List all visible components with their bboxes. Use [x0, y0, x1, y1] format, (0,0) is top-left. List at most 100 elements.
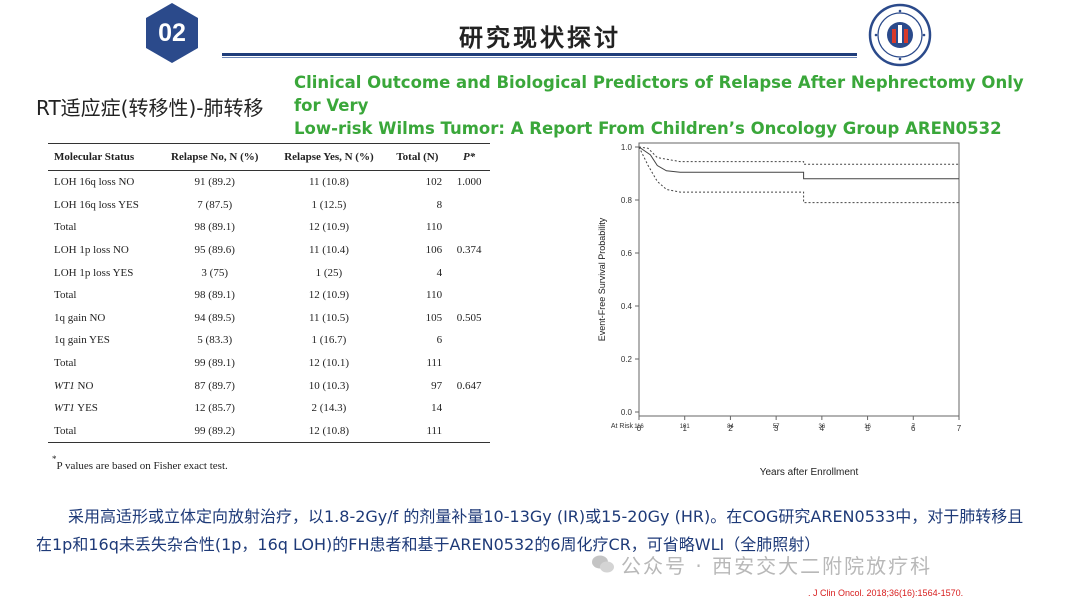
- table-cell: 97: [431, 379, 443, 392]
- table-cell: 98 (89.1): [194, 289, 235, 302]
- x-tick-label: 7: [957, 424, 962, 433]
- y-tick-label: 0.0: [621, 408, 633, 417]
- table-cell: 102: [425, 176, 443, 189]
- table-cell: 2 (14.3): [311, 402, 347, 415]
- table-cell: [448, 419, 490, 444]
- table-cell: 6: [436, 334, 443, 347]
- at-risk-count: 16: [864, 424, 871, 430]
- table-cell: 3 (75): [201, 266, 228, 279]
- table-cell: [448, 284, 490, 307]
- x-tick-label: 5: [865, 424, 870, 433]
- table-cell: 111: [386, 419, 449, 444]
- table-row: LOH 1p loss NO 95 (89.6) 11 (10.4) 106 0.374: [48, 239, 490, 262]
- table-cell: Total: [48, 419, 159, 444]
- table-cell: LOH 16q loss NO: [54, 176, 135, 189]
- footnote-text: P values are based on Fisher exact test.: [56, 460, 228, 472]
- paper-title-line1: Clinical Outcome and Biological Predicto…: [294, 73, 1024, 115]
- hospital-logo-icon: [868, 3, 932, 67]
- table-row: LOH 16q loss YES 7 (87.5) 1 (12.5) 8: [48, 194, 490, 217]
- table-cell: WT1 YES: [54, 402, 98, 415]
- x-tick-label: 2: [728, 424, 733, 433]
- y-axis-label: Event-Free Survival Probability: [597, 217, 607, 341]
- table-cell: 11 (10.5): [308, 311, 349, 324]
- table-cell: 98 (89.1): [194, 221, 235, 234]
- table-cell: 91 (89.2): [194, 176, 235, 189]
- table-cell: 87 (89.7): [194, 379, 235, 392]
- x-tick-label: 4: [820, 424, 825, 433]
- table-row: Total 98 (89.1) 12 (10.9) 110: [48, 284, 490, 307]
- table-cell: [448, 261, 490, 284]
- table-cell: Total: [54, 289, 77, 302]
- hexagon-icon: [146, 3, 198, 63]
- header-divider: [222, 53, 857, 56]
- table-cell: 4: [436, 266, 443, 279]
- footnote-mark: *: [52, 454, 57, 464]
- table-cell: LOH 1p loss NO: [54, 244, 129, 257]
- plot-frame: [638, 142, 960, 417]
- table-cell: 0.374: [456, 244, 482, 257]
- table-cell: 1.000: [456, 176, 482, 189]
- at-risk-count: 84: [727, 424, 734, 430]
- table-header-cell: P*: [448, 143, 490, 171]
- topic-label: RT适应症(转移性)-肺转移: [36, 96, 264, 120]
- at-risk-count: 116: [634, 424, 644, 430]
- confidence-band-line: [638, 146, 959, 165]
- y-tick-label: 0.4: [621, 302, 633, 311]
- table-row: Total 99 (89.2) 12 (10.8) 111: [48, 419, 490, 444]
- table-cell: 99 (89.2): [158, 419, 272, 444]
- citation: . J Clin Oncol. 2018;36(16):1564-1570.: [808, 588, 964, 598]
- section-number: 02: [158, 19, 186, 47]
- table-cell: 11 (10.4): [308, 244, 349, 257]
- table-cell: 110: [426, 221, 443, 234]
- event-free-survival-chart: 0.00.20.40.60.81.00 1 2 3 4 5 6 7At Risk 116 101 8…: [597, 142, 962, 478]
- table-header-cell: Total (N): [386, 143, 449, 171]
- body-paragraph: 采用高适形或立体定向放射治疗，以1.8-2Gy/f 的剂量补量10-13Gy (…: [36, 507, 1024, 554]
- table-cell: 110: [426, 289, 443, 302]
- table-cell: LOH 1p loss YES: [54, 266, 134, 279]
- table-cell: 0.505: [456, 311, 482, 324]
- table-cell: Total: [54, 357, 77, 370]
- table-cell: 0.647: [456, 379, 482, 392]
- table-cell: [448, 352, 490, 375]
- table-cell: 5 (83.3): [197, 334, 233, 347]
- table-cell: 106: [425, 244, 443, 257]
- watermark-text: 公众号 · 西安交大二附院放疗科: [621, 554, 933, 578]
- y-tick-label: 1.0: [621, 143, 633, 152]
- table-cell: 7 (87.5): [197, 198, 233, 211]
- at-risk-label: At Risk: [611, 423, 634, 430]
- table-cell: LOH 16q loss YES: [54, 198, 139, 211]
- table-cell: 1q gain NO: [54, 311, 106, 324]
- x-tick-label: 0: [637, 424, 642, 433]
- table-row: 1q gain NO 94 (89.5) 11 (10.5) 105 0.505: [48, 307, 490, 330]
- y-tick-label: 0.8: [621, 196, 633, 205]
- table-cell: [448, 329, 490, 352]
- table-header-cell: Relapse Yes, N (%): [271, 143, 387, 171]
- table-cell: 95 (89.6): [194, 244, 235, 257]
- watermark: 公众号 · 西安交大二附院放疗科: [595, 550, 932, 579]
- table-cell: 1 (16.7): [311, 334, 347, 347]
- table-cell: 8: [436, 198, 443, 211]
- survival-curve-line: [638, 146, 959, 180]
- y-tick-label: 0.6: [621, 249, 633, 258]
- table-row: WT1 YES 12 (85.7) 2 (14.3) 14: [48, 397, 490, 420]
- x-tick-label: 6: [911, 424, 916, 433]
- table-row: 1q gain YES 5 (83.3) 1 (16.7) 6: [48, 329, 490, 352]
- wechat-icon: [592, 555, 614, 573]
- table-cell: 11 (10.8): [308, 176, 349, 189]
- table-cell: 12 (10.9): [308, 221, 350, 234]
- table-cell: 12 (10.9): [308, 289, 350, 302]
- x-axis-label: Years after Enrollment: [760, 467, 859, 478]
- table-cell: Total: [54, 221, 77, 234]
- x-tick-label: 1: [682, 424, 687, 433]
- table-cell: 1 (12.5): [311, 198, 347, 211]
- table-cell: 12 (10.1): [308, 357, 350, 370]
- table-cell: 1 (25): [315, 266, 343, 279]
- at-risk-count: 36: [819, 424, 826, 430]
- table-cell: 99 (89.1): [194, 357, 235, 370]
- table-footnote: *P values are based on Fisher exact test…: [52, 454, 228, 472]
- table-header-cell: Molecular Status: [48, 143, 159, 171]
- confidence-band-line: [638, 146, 959, 204]
- table-cell: 14: [431, 402, 443, 415]
- table-cell: 10 (10.3): [308, 379, 350, 392]
- at-risk-count: 101: [680, 424, 691, 430]
